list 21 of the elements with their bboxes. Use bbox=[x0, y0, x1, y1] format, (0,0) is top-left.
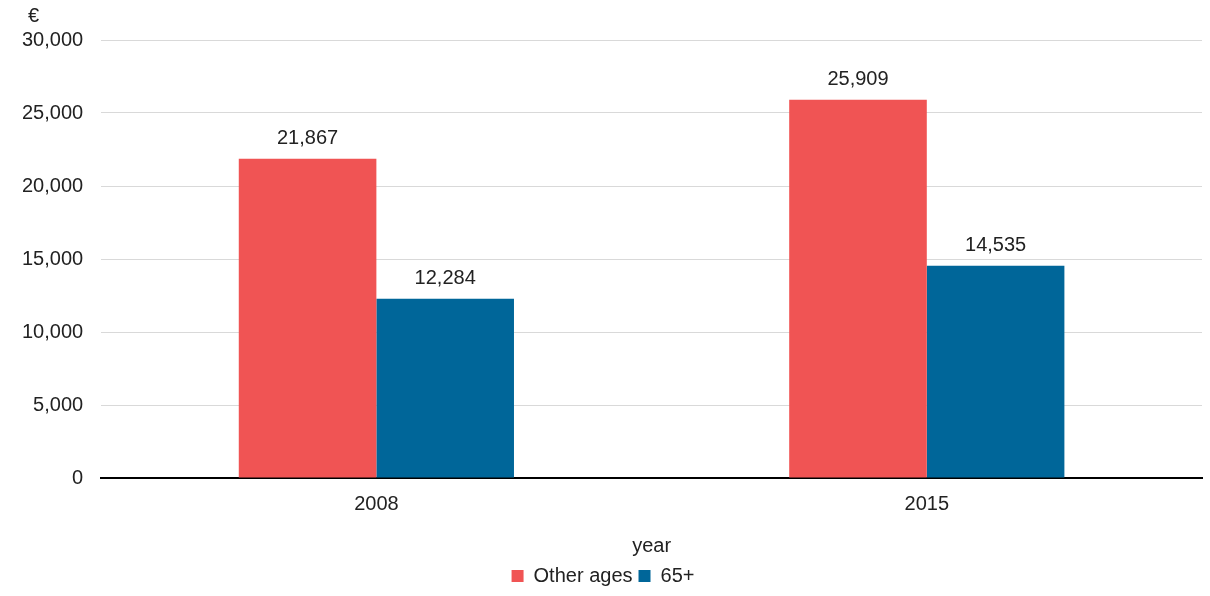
bar bbox=[926, 265, 1065, 478]
y-tick-label: 30,000 bbox=[22, 27, 84, 50]
data-label: 25,909 bbox=[827, 67, 889, 90]
bar bbox=[238, 158, 377, 478]
legend-label: 65+ bbox=[660, 563, 695, 586]
legend-label: Other ages bbox=[533, 563, 633, 586]
x-tick-label: 2015 bbox=[904, 491, 950, 514]
x-tick-label: 2008 bbox=[354, 491, 399, 514]
y-tick-label: 5,000 bbox=[33, 392, 84, 415]
data-label: 12,284 bbox=[414, 266, 476, 289]
x-axis-title: year bbox=[632, 533, 672, 556]
bar bbox=[376, 298, 514, 478]
y-tick-label: 25,000 bbox=[22, 100, 84, 123]
bar bbox=[789, 99, 927, 478]
data-label: 14,535 bbox=[965, 233, 1027, 256]
y-tick-label: 10,000 bbox=[22, 319, 84, 342]
data-label: 21,867 bbox=[276, 126, 339, 149]
y-tick-label: 0 bbox=[72, 465, 84, 488]
y-axis-title: € bbox=[28, 3, 40, 26]
y-tick-label: 20,000 bbox=[22, 173, 84, 196]
y-tick-label: 15,000 bbox=[22, 246, 84, 269]
